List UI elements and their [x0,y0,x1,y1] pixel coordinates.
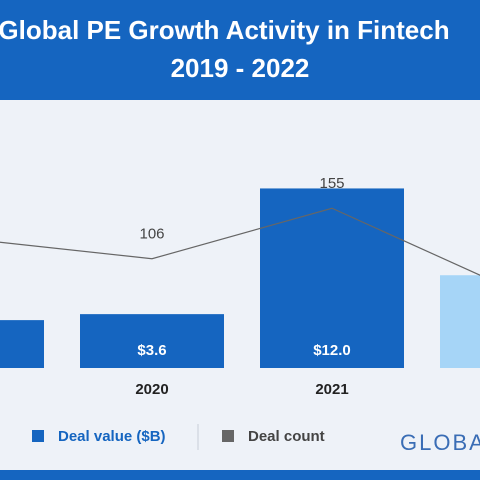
x-tick-label: 2020 [135,381,168,398]
bar [0,320,44,368]
bar [260,188,404,368]
bar-label: $3.6 [137,342,166,359]
legend-label: Deal count [248,428,325,445]
chart-title: Global PE Growth Activity in Fintech [0,15,450,45]
logo: GLOBAL [400,430,480,455]
header-band [0,0,480,100]
legend-label: Deal value ($B) [58,428,166,445]
bar-label: $12.0 [313,342,351,359]
bar [80,314,224,368]
bar [440,275,480,368]
x-tick-label: 2021 [315,381,348,398]
legend-swatch [32,430,44,442]
footer-band [0,470,480,480]
line-label: 155 [319,175,344,192]
legend-swatch [222,430,234,442]
line [0,207,480,276]
chart-subtitle: 2019 - 2022 [171,53,310,83]
line-label: 106 [139,226,164,243]
